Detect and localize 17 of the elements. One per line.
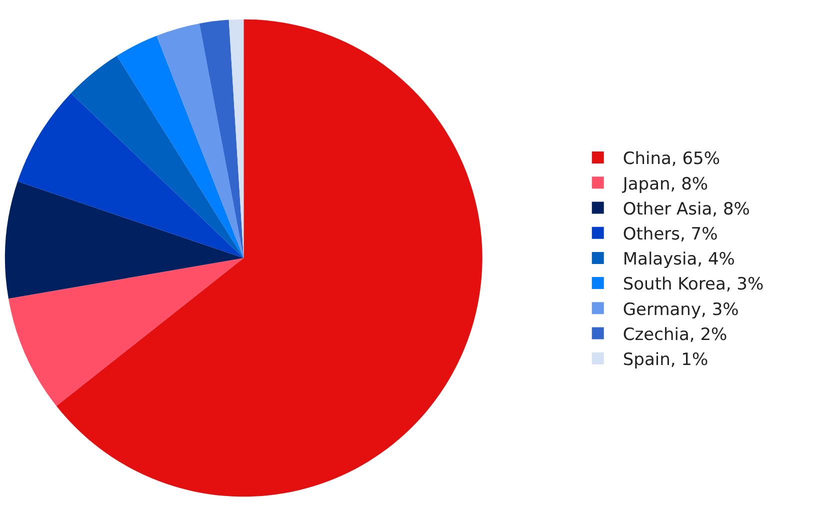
pie-slice (199, 20, 244, 258)
legend-label: China, 65% (622, 149, 720, 170)
pie-slice (8, 258, 244, 406)
legend-label: South Korea, 3% (622, 274, 764, 295)
legend-label: Czechia, 2% (622, 324, 728, 345)
legend-label: Germany, 3% (622, 300, 739, 320)
legend-label: Others, 7% (622, 224, 718, 244)
pie-slice (18, 93, 244, 258)
legend-label: Japan, 8% (622, 174, 708, 194)
legend-label: Other Asia, 8% (622, 199, 750, 220)
pie-slice (116, 36, 244, 258)
legend-label: Malaysia, 4% (622, 250, 735, 270)
pie-slice (71, 56, 244, 258)
legend-label: Spain, 1% (622, 350, 708, 370)
pie-slice (156, 23, 244, 258)
pie-slice (56, 19, 482, 497)
pie-slice (5, 181, 244, 299)
